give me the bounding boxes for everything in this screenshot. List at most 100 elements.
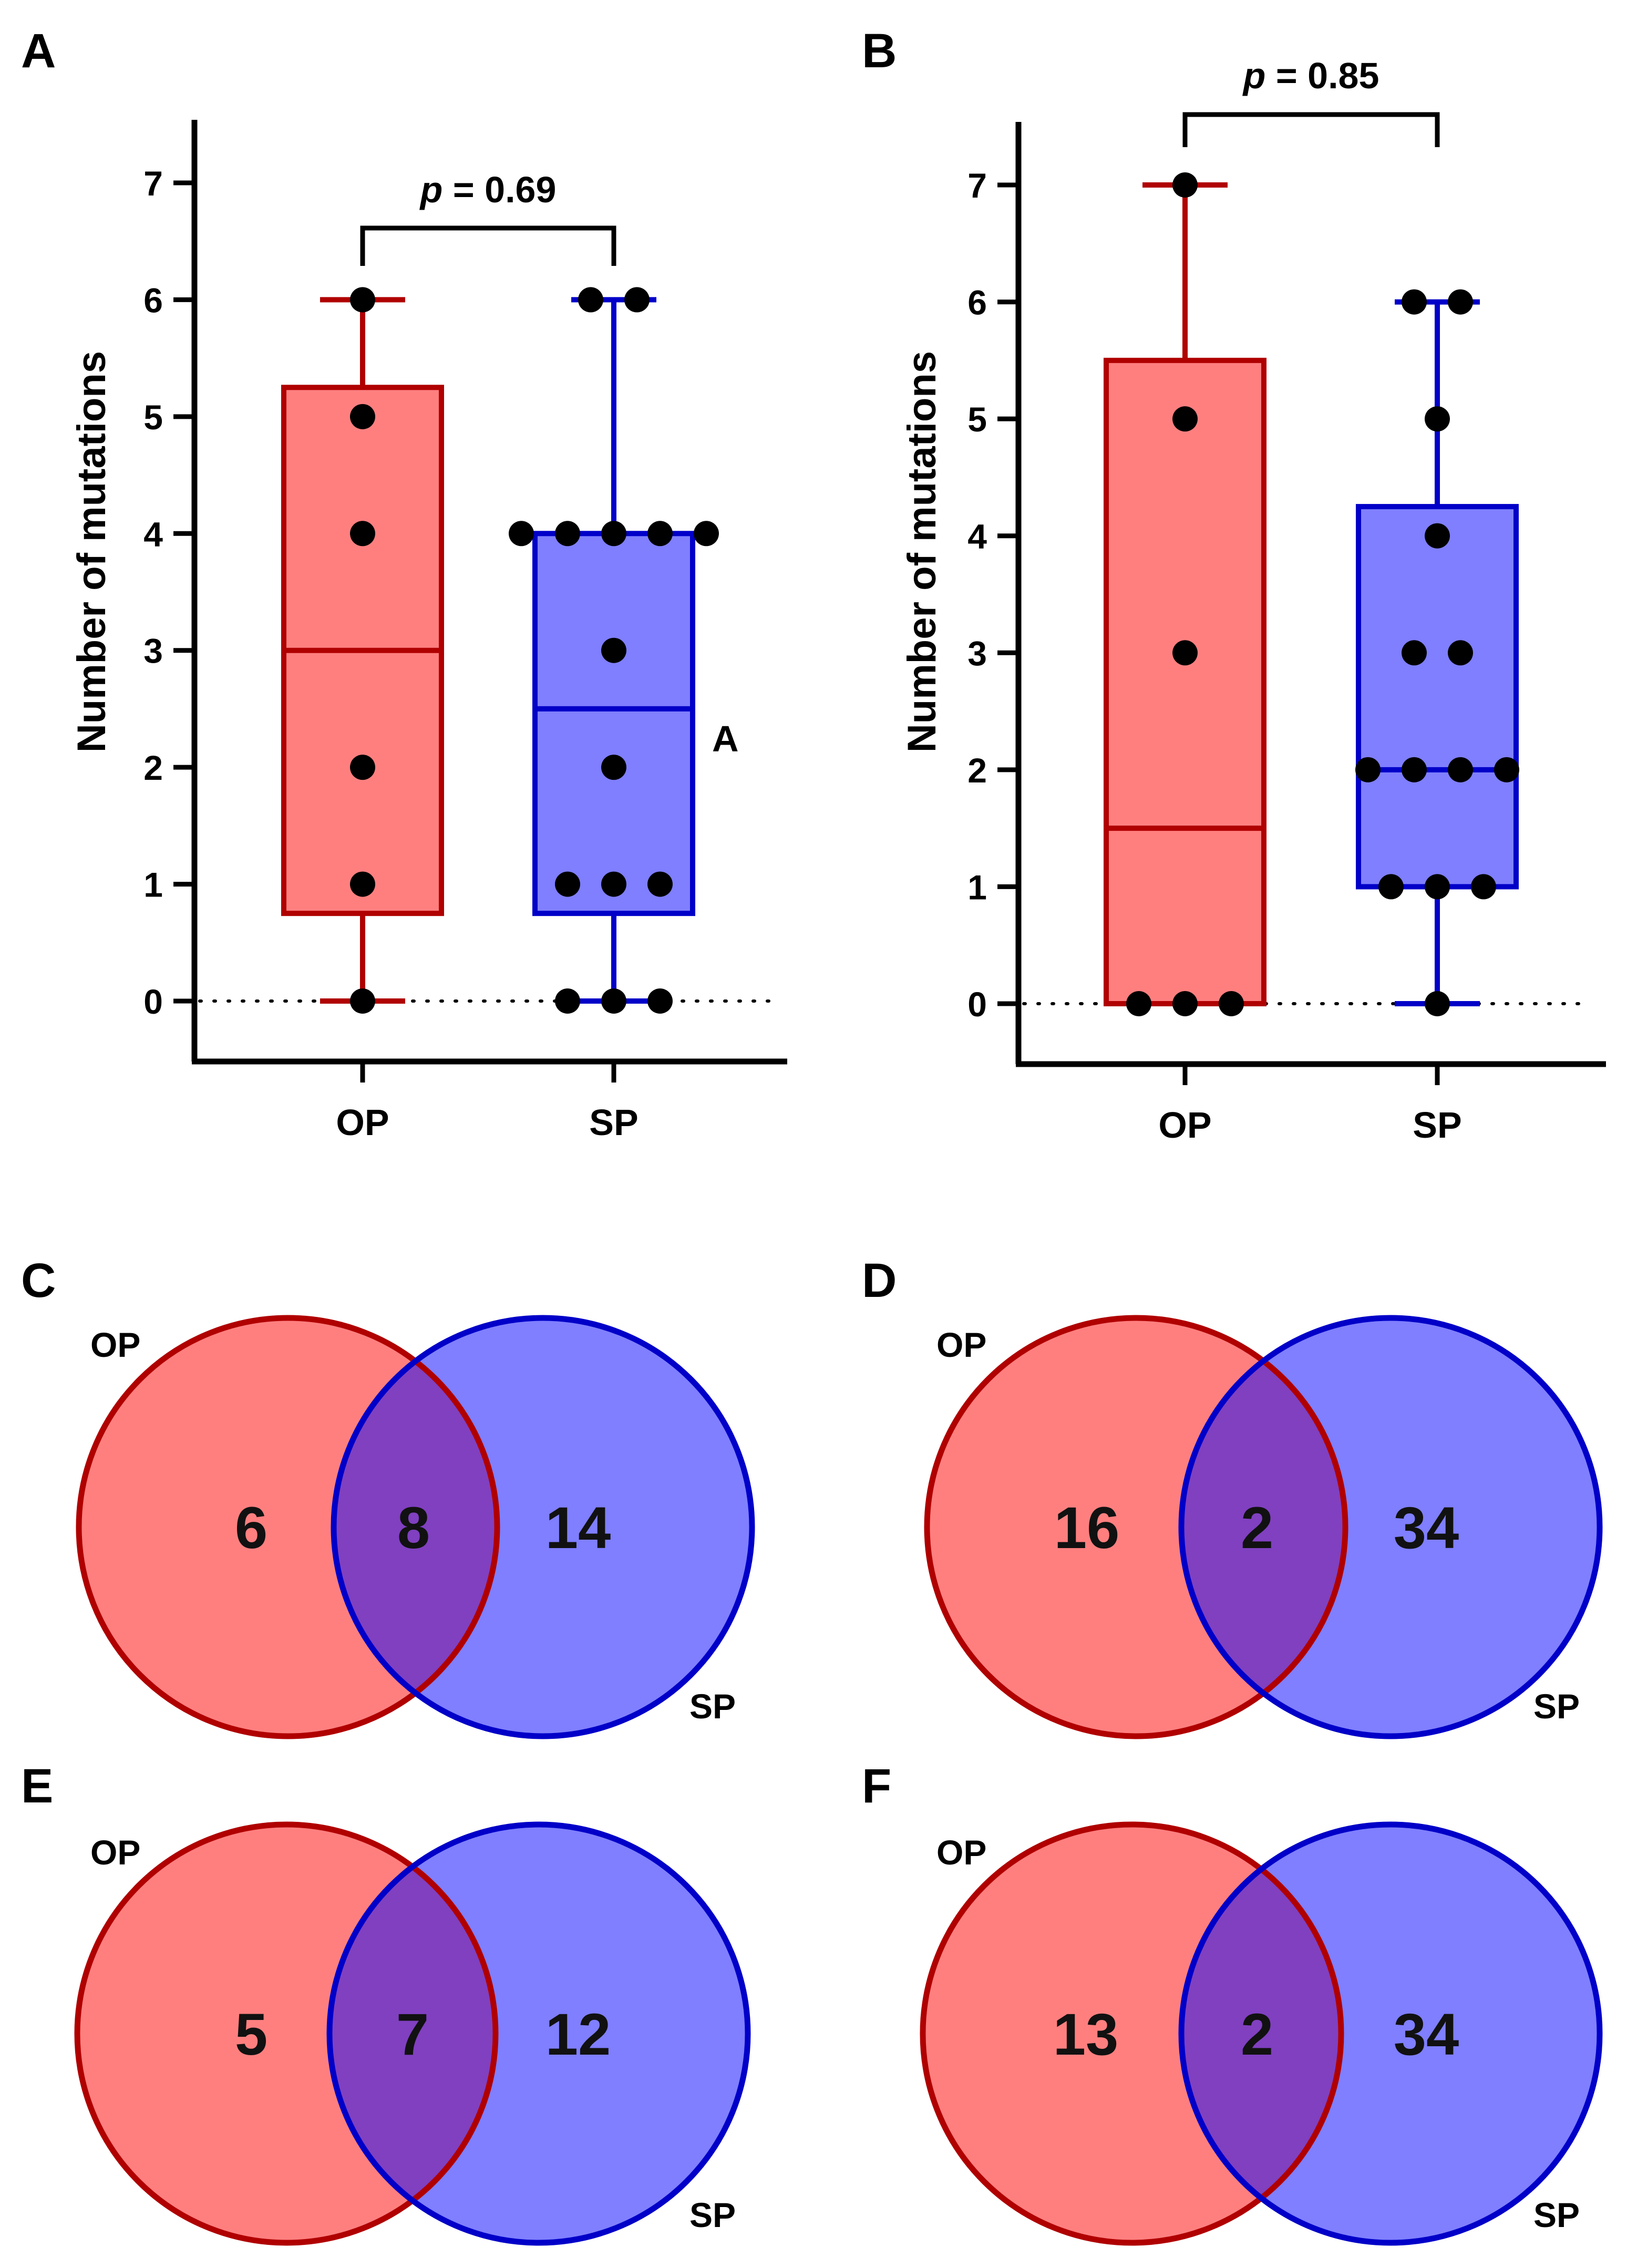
venn-d-sp-outline	[1178, 1315, 1603, 1739]
venn-d-overlap	[1181, 1318, 1345, 1736]
y-tick-label-a: 6	[143, 281, 163, 319]
venn-c-sp-label: SP	[689, 1687, 736, 1726]
categories-b: OP SP	[1158, 1105, 1461, 1146]
boxes-a	[281, 297, 695, 1004]
data-point-sp-a	[624, 287, 650, 313]
venn-c-both: 8	[397, 1495, 430, 1561]
data-point-sp-a	[694, 521, 719, 547]
panel-c-venn: C OP SP 6 8 14	[21, 1254, 755, 1739]
data-point-sp-b	[1402, 757, 1427, 782]
data-point-sp-a	[601, 988, 626, 1014]
data-point-sp-b	[1448, 640, 1473, 666]
data-point-sp-b	[1425, 991, 1450, 1016]
p-value-text-a: = 0.69	[442, 169, 556, 210]
y-axis-label-b: Number of mutations	[900, 351, 944, 752]
venn-f-overlap	[1181, 1824, 1341, 2243]
venn-d-op-label: OP	[936, 1325, 986, 1364]
box-annotation-a: A	[712, 718, 739, 759]
panel-letter-f: F	[862, 1759, 891, 1813]
data-point-op-b	[1172, 640, 1198, 666]
significance-a: p = 0.69	[360, 169, 616, 266]
y-tick-label-a: 5	[143, 398, 163, 437]
p-value-text-b: = 0.85	[1265, 55, 1379, 96]
y-tick-label-a: 1	[143, 865, 163, 904]
category-label-sp-a: SP	[589, 1102, 638, 1143]
data-point-sp-b	[1425, 523, 1450, 549]
panel-letter-e: E	[21, 1759, 53, 1813]
venn-d-op-only: 16	[1054, 1495, 1120, 1561]
venn-e-sp-outline	[326, 1821, 751, 2246]
y-tick-label-a: 2	[143, 748, 163, 787]
data-point-op-a	[350, 871, 375, 897]
venn-c-op-label: OP	[90, 1325, 140, 1364]
data-point-sp-a	[647, 988, 673, 1014]
p-symbol-b: p	[1242, 55, 1266, 96]
category-label-sp-b: SP	[1413, 1105, 1461, 1146]
p-value-b: p = 0.85	[1242, 55, 1379, 96]
data-point-op-b	[1172, 406, 1198, 432]
data-point-op-b	[1172, 991, 1198, 1016]
panel-a-boxplot: A Number of mutations 0 1 2 3 4 5 6 7 OP SP p = …	[21, 24, 787, 1143]
ticks-b: 0 1 2 3 4 5 6 7	[967, 166, 1440, 1085]
data-point-op-b	[1172, 172, 1198, 198]
data-point-sp-a	[601, 521, 626, 547]
venn-d-sp-label: SP	[1533, 1687, 1580, 1726]
venn-f-op-only: 13	[1053, 2002, 1119, 2067]
data-point-sp-a	[555, 871, 580, 897]
venn-e-op-outline	[74, 1821, 499, 2246]
y-tick-label-b: 4	[967, 517, 987, 556]
venn-f-sp-label: SP	[1533, 2195, 1580, 2234]
venn-f-op-label: OP	[936, 1833, 986, 1872]
y-tick-label-b: 0	[967, 985, 987, 1024]
venn-c-overlap	[334, 1318, 497, 1736]
data-point-sp-a	[647, 521, 673, 547]
y-tick-label-b: 7	[967, 166, 987, 205]
y-tick-label-b: 6	[967, 283, 987, 322]
axes-a	[191, 120, 787, 1065]
venn-c-sp-only: 14	[545, 1495, 611, 1561]
venn-d-sp-only: 34	[1394, 1495, 1459, 1561]
data-point-sp-b	[1355, 757, 1381, 782]
panel-f-venn: F OP SP 13 2 34	[862, 1759, 1603, 2246]
venn-e-op-label: OP	[90, 1833, 140, 1872]
venn-f-sp-outline	[1178, 1821, 1603, 2246]
data-point-op-a	[350, 404, 375, 429]
panel-letter-a: A	[21, 24, 56, 78]
data-point-sp-a	[601, 637, 626, 663]
category-label-op-b: OP	[1158, 1105, 1211, 1146]
data-point-sp-a	[555, 988, 580, 1014]
venn-d-op-outline	[924, 1315, 1348, 1739]
venn-d-both: 2	[1241, 1495, 1273, 1561]
y-tick-label-a: 0	[143, 982, 163, 1021]
categories-a: OP SP	[336, 1102, 638, 1143]
points-b	[1126, 172, 1519, 1016]
boxes-b	[1104, 182, 1519, 1006]
data-point-sp-b	[1425, 874, 1450, 900]
data-point-op-a	[350, 988, 375, 1014]
venn-f-both: 2	[1241, 2002, 1273, 2067]
significance-bracket-a	[360, 225, 616, 266]
venn-e-sp-label: SP	[689, 2195, 736, 2234]
box-op-b	[1104, 357, 1266, 1006]
data-point-sp-b	[1402, 289, 1427, 315]
data-point-sp-a	[578, 287, 603, 313]
venn-e-both: 7	[396, 2002, 429, 2067]
data-point-sp-a	[509, 521, 534, 547]
data-point-sp-a	[555, 521, 580, 547]
data-point-sp-a	[601, 871, 626, 897]
venn-e-op-only: 5	[235, 2002, 267, 2067]
venn-c-sp-outline	[331, 1315, 755, 1739]
data-point-sp-b	[1494, 757, 1519, 782]
data-point-op-a	[350, 521, 375, 547]
p-symbol-a: p	[419, 169, 443, 210]
data-point-op-b	[1219, 991, 1244, 1016]
y-axis-label-a: Number of mutations	[69, 351, 114, 752]
data-point-sp-b	[1425, 406, 1450, 432]
venn-f-op-outline	[920, 1821, 1344, 2246]
ticks-a: 0 1 2 3 4 5 6 7	[143, 164, 616, 1083]
panel-letter-d: D	[862, 1254, 897, 1307]
data-point-op-b	[1126, 991, 1151, 1016]
venn-e-sp-only: 12	[545, 2002, 611, 2067]
panel-d-venn: D OP SP 16 2 34	[862, 1254, 1603, 1739]
y-tick-label-b: 1	[967, 868, 987, 906]
